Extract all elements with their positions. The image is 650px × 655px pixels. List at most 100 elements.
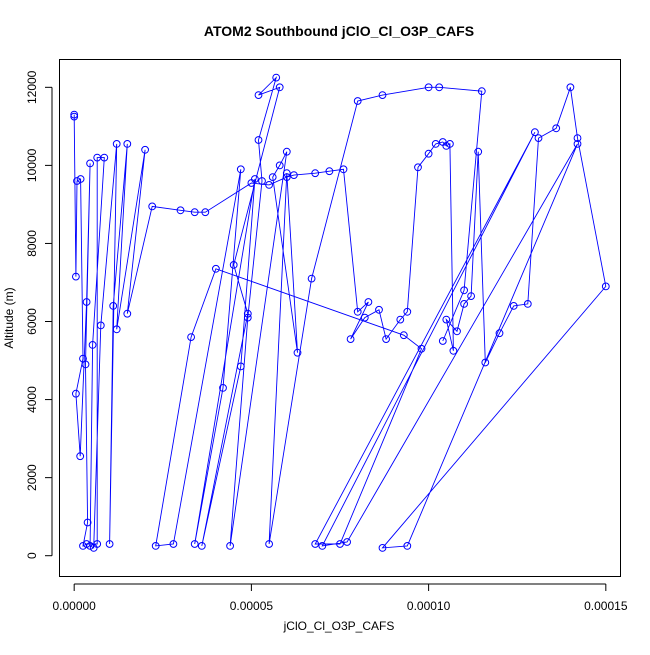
data-point [123,309,132,318]
data-point [552,124,561,133]
data-point [176,206,185,215]
data-point [89,544,98,552]
data-point [481,358,490,367]
data-point [123,140,132,148]
data-point [141,145,150,154]
data-point [474,147,483,156]
data-point [566,83,575,92]
data-point [81,360,90,369]
data-point [265,540,274,548]
data-point [212,264,220,273]
data-point [70,112,79,121]
data-point [438,337,447,345]
data-point [531,128,539,137]
data-point [282,169,291,178]
data-point [275,83,284,92]
y-tick-label: 10000 [25,148,39,182]
data-point [229,261,238,269]
plot-area [70,73,610,552]
data-point [268,173,277,182]
data-point [109,302,118,310]
data-point [431,140,440,148]
data-point [265,181,274,189]
x-axis-label: jClO_Cl_O3P_CAFS [283,619,395,633]
y-axis: 0 2000 4000 6000 8000 10000 12000 [25,70,53,559]
data-point [399,331,408,340]
data-point [442,315,451,324]
data-point [360,313,369,322]
data-point [495,329,504,338]
data-point [290,171,298,180]
data-point [190,540,199,548]
data-point [254,91,263,99]
x-tick-label: 0.00005 [230,599,274,613]
x-axis: 0.00000 0.00005 0.00010 0.00015 [52,583,628,613]
data-point [311,540,320,548]
data-point [460,300,469,308]
y-tick-label: 2000 [25,464,39,491]
data-point [449,346,458,355]
y-tick-label: 4000 [25,386,39,413]
data-point [100,153,109,162]
data-point [534,134,543,143]
y-tick-label: 12000 [25,70,39,104]
data-point [83,518,92,527]
data-point [86,159,94,168]
data-point [573,134,582,143]
data-point [378,544,387,552]
data-point [219,384,227,392]
data-point [112,325,121,334]
data-point [197,542,206,550]
y-axis-label: Altitude (m) [2,287,16,348]
data-point [353,97,362,105]
data-point [275,161,284,170]
data-point [325,167,334,176]
data-point [148,202,157,211]
data-point [396,315,405,324]
data-point [76,452,85,461]
data-point [169,540,178,548]
data-point [96,321,105,330]
data-point [243,313,252,322]
data-point [424,83,433,92]
data-point [435,83,444,92]
data-point [187,333,196,342]
data-point [293,348,302,357]
data-point [236,165,245,174]
series-line [73,76,607,549]
data-point [424,149,433,158]
data-point [336,540,344,548]
data-point [403,542,412,550]
data-point [282,147,291,156]
data-point [82,298,91,306]
data-point [307,274,316,283]
data-point [282,173,291,182]
data-point [251,175,259,183]
chart-title: ATOM2 Southbound jClO_Cl_O3P_CAFS [204,23,474,39]
data-point [477,87,486,96]
data-point [446,140,454,148]
data-point [601,282,610,291]
data-point [72,272,80,281]
data-point [254,136,263,144]
data-point [460,286,469,295]
data-point [375,305,383,314]
data-point [453,327,461,336]
data-point [343,538,352,546]
data-point [523,300,532,308]
data-point [88,341,97,349]
data-point [403,307,412,316]
data-point [76,175,85,183]
data-point [243,309,252,318]
plot-frame [59,59,621,577]
data-point [151,542,160,550]
y-tick-label: 0 [25,552,39,559]
data-point [339,165,348,174]
data-point [112,140,121,148]
data-point [258,177,266,185]
data-point [417,344,426,353]
data-point [311,169,320,178]
data-point [364,298,373,306]
data-point [272,73,281,82]
